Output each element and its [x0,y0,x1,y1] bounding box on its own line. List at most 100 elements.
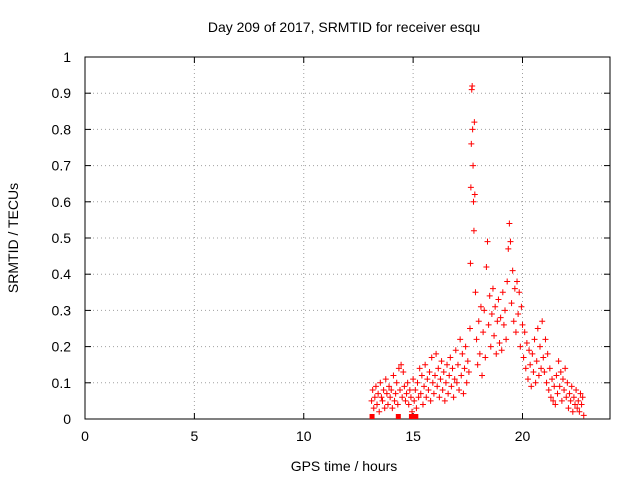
y-tick-label: 0.1 [52,375,72,391]
data-point [526,347,533,354]
data-point [485,321,492,328]
data-point [521,329,528,336]
axis-ticks [84,56,610,420]
data-point [486,292,493,299]
data-point [473,336,480,343]
data-point [433,350,440,357]
data-point [372,383,379,390]
data-point [502,307,508,314]
data-point [558,397,565,404]
data-point [578,401,585,408]
data-point [445,390,452,397]
data-point [575,397,582,404]
data-point [496,339,503,346]
data-point [467,184,474,191]
data-point [426,368,433,375]
data-point [429,379,436,386]
data-point [467,325,473,332]
data-point [400,368,407,375]
data-point [572,401,578,408]
data-point [569,408,576,415]
data-point [459,350,466,357]
data-point [457,336,464,343]
data-point [477,303,484,310]
data-point [511,285,518,292]
data-point [403,390,410,397]
x-tick-label: 15 [405,428,421,444]
data-point [531,336,538,343]
y-tick-label: 0.8 [52,121,72,137]
data-point [469,126,476,133]
data-point [442,379,449,386]
data-point [425,387,432,394]
data-point [468,140,475,147]
data-point [424,376,431,383]
data-point [395,365,402,372]
data-point [523,339,530,346]
data-point [514,278,521,285]
data-point [559,376,566,383]
data-point [549,376,556,383]
data-point [389,405,396,412]
data-point [563,394,570,401]
data-point [561,387,568,394]
data-point [464,358,471,365]
data-point [483,263,490,270]
data-point [421,383,428,390]
data-point [554,390,561,397]
data-point [566,390,573,397]
data-point [505,245,512,252]
data-point [461,365,468,372]
data-point [449,365,456,372]
axis-tick-labels: 0 5 10 15 20 0 0.1 0.2 0.3 0.4 0.5 0.6 0.7 0.8 0.9 1 [52,49,531,444]
data-point [399,394,406,401]
data-point [500,321,507,328]
data-point [482,354,489,361]
data-point [467,260,474,267]
data-point [404,379,411,386]
data-point [539,318,546,325]
data-point [452,347,459,354]
data-point [422,361,429,368]
data-point [416,365,423,372]
x-tick-label: 20 [515,428,531,444]
data-point [371,394,378,401]
data-point [409,408,416,415]
data-point [476,350,483,357]
data-point [456,387,463,394]
data-point [509,267,516,274]
x-tick-label: 10 [296,428,312,444]
data-point [537,343,543,350]
data-point [538,365,545,372]
data-point [506,220,513,227]
data-point [532,379,539,386]
y-tick-label: 0.7 [52,158,72,174]
data-point [405,401,412,408]
data-point [419,401,426,408]
data-point [503,336,510,343]
data-point [574,405,581,412]
data-point [519,321,526,328]
data-point [577,390,584,397]
data-point [469,82,476,89]
data-point [480,329,487,336]
data-point [444,361,451,368]
data-point [553,372,560,379]
data-point [392,390,399,397]
data-point [528,383,535,390]
data-point [498,347,505,354]
data-point [401,383,408,390]
data-point [441,397,448,404]
data-point [524,376,531,383]
data-point [434,383,441,390]
data-point [446,372,453,379]
data-point [413,405,420,412]
data-point [407,394,414,401]
data-point [411,397,418,404]
data-point [462,343,469,350]
y-tick-label: 0.9 [52,85,72,101]
zero-marker [408,414,414,419]
data-point [544,350,551,357]
data-point [387,394,394,401]
